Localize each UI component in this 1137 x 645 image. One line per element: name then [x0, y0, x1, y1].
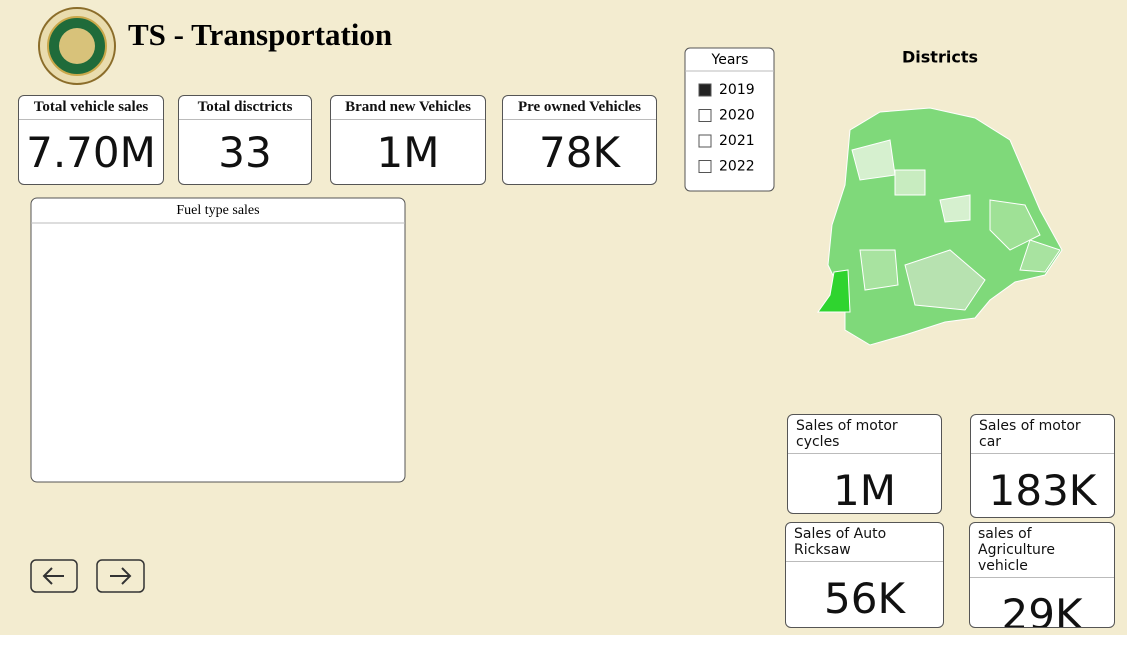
logo	[38, 7, 116, 85]
kpi-card: sales of Agriculture vehicle 29K	[969, 522, 1115, 628]
kpi-card: Total vehicle sales 7.70M	[18, 95, 164, 185]
chart-title: Fuel type sales	[176, 203, 259, 218]
card-value: 7.70M	[26, 128, 156, 177]
card-value: 33	[218, 128, 272, 177]
year-label: 2019	[719, 82, 755, 98]
card-title: Pre owned Vehicles	[503, 96, 656, 120]
card-value: 56K	[824, 574, 905, 623]
card-value: 1M	[833, 466, 896, 514]
dashboard: TS - Transportation Years Districts 2019…	[0, 0, 1127, 635]
year-option[interactable]: 2021	[698, 133, 755, 149]
page-title: TS - Transportation	[128, 17, 392, 52]
map-title: Districts	[902, 48, 978, 67]
district-map	[817, 107, 1063, 346]
kpi-card: Brand new Vehicles 1M	[330, 95, 486, 185]
card-title: sales of Agriculture vehicle	[970, 523, 1114, 578]
card-title: Sales of motor car	[971, 415, 1114, 454]
checkbox	[698, 160, 712, 173]
checkbox	[698, 83, 712, 97]
card-title: Brand new Vehicles	[331, 96, 485, 120]
checkbox	[698, 134, 712, 148]
card-title: Sales of motor cycles	[788, 415, 941, 454]
prev-button[interactable]	[30, 559, 78, 593]
checkbox	[698, 109, 712, 122]
card-value: 78K	[539, 128, 620, 177]
year-label: 2020	[719, 108, 755, 124]
next-button[interactable]	[96, 559, 145, 593]
year-label: 2021	[719, 133, 755, 149]
kpi-card: Sales of motor cycles 1M	[787, 414, 942, 514]
canvas: TS - Transportation Years Districts 2019…	[30, 7, 1063, 593]
chart-panel	[30, 197, 406, 483]
year-option[interactable]: 2020	[698, 108, 755, 124]
kpi-card: Sales of motor car 183K	[970, 414, 1115, 518]
slicer-title: Years	[711, 52, 749, 68]
year-option[interactable]: 2019	[698, 82, 755, 98]
kpi-card: Sales of Auto Ricksaw 56K	[785, 522, 944, 628]
year-option[interactable]: 2022	[698, 159, 755, 175]
year-label: 2022	[719, 159, 755, 175]
card-title: Sales of Auto Ricksaw	[786, 523, 943, 562]
kpi-card: Total disctricts 33	[178, 95, 312, 185]
card-title: Total vehicle sales	[19, 96, 163, 120]
card-value: 183K	[988, 466, 1097, 515]
card-value: 1M	[376, 128, 440, 177]
card-value: 29K	[1001, 590, 1083, 628]
card-title: Total disctricts	[179, 96, 311, 120]
kpi-card: Pre owned Vehicles 78K	[502, 95, 657, 185]
